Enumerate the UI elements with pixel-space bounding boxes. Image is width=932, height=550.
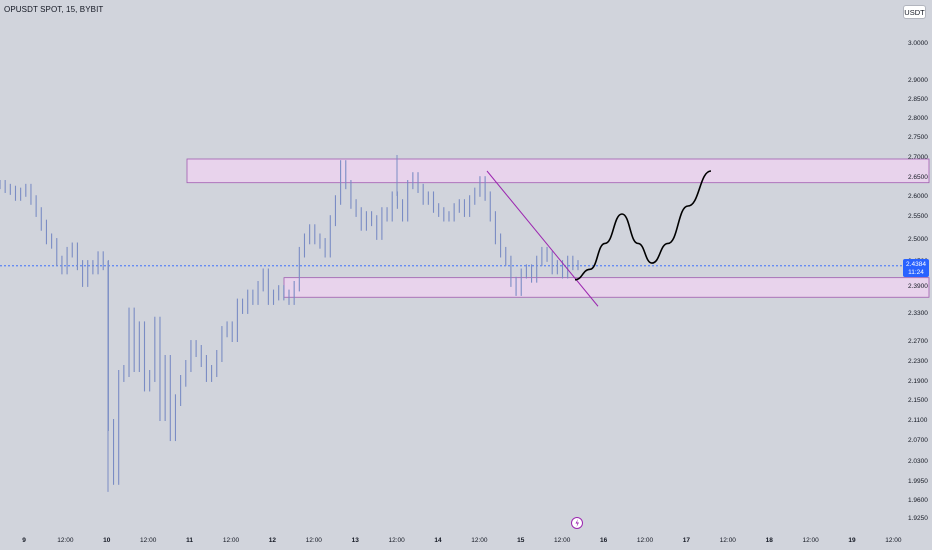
time-tick-label: 12:00 (140, 537, 157, 544)
price-tick-label: 2.2300 (908, 358, 928, 365)
price-tick-label: 2.9000 (908, 77, 928, 84)
current-price-tag: 2.4384 11:24 (903, 259, 929, 277)
price-tick-label: 2.8500 (908, 96, 928, 103)
time-tick-label: 13 (352, 537, 360, 544)
time-tick-label: 12:00 (720, 537, 737, 544)
resistance-zone[interactable] (186, 158, 930, 184)
time-tick-label: 16 (600, 537, 608, 544)
price-tick-label: 2.3900 (908, 283, 928, 290)
time-tick-label: 12:00 (802, 537, 819, 544)
time-tick-label: 12:00 (885, 537, 902, 544)
price-tick-label: 2.3300 (908, 310, 928, 317)
time-tick-label: 12 (269, 537, 277, 544)
countdown-label: 11:24 (908, 269, 924, 276)
price-tick-label: 1.9950 (908, 478, 928, 485)
time-tick-label: 12:00 (637, 537, 654, 544)
current-price-label: 2.4384 (906, 261, 926, 268)
price-tick-label: 2.0300 (908, 458, 928, 465)
time-tick-label: 10 (103, 537, 111, 544)
flash-icon[interactable] (571, 517, 583, 529)
price-tick-label: 2.7500 (908, 134, 928, 141)
symbol-title: OPUSDT SPOT, 15, BYBIT (4, 5, 104, 14)
price-tick-label: 3.0000 (908, 40, 928, 47)
time-tick-label: 18 (766, 537, 774, 544)
time-tick-label: 12:00 (554, 537, 571, 544)
time-axis[interactable]: 9 12:00 10 12:00 11 12:00 12 12:00 13 12:00 14 12:0… (22, 537, 902, 544)
price-tick-label: 2.6500 (908, 174, 928, 181)
time-tick-label: 17 (683, 537, 691, 544)
time-tick-label: 14 (434, 537, 442, 544)
time-tick-label: 12:00 (388, 537, 405, 544)
time-tick-label: 12:00 (306, 537, 323, 544)
price-tick-label: 2.1500 (908, 397, 928, 404)
time-tick-label: 12:00 (471, 537, 488, 544)
price-tick-label: 2.6000 (908, 193, 928, 200)
currency-button[interactable]: USDT (903, 5, 926, 19)
time-tick-label: 9 (22, 537, 26, 544)
price-tick-label: 2.5000 (908, 236, 928, 243)
price-tick-label: 2.2700 (908, 338, 928, 345)
price-tick-label: 1.9250 (908, 515, 928, 522)
price-series (0, 155, 579, 492)
time-tick-label: 15 (517, 537, 525, 544)
price-tick-label: 2.1900 (908, 378, 928, 385)
time-tick-label: 19 (848, 537, 856, 544)
price-tick-label: 2.1100 (908, 417, 928, 424)
price-tick-label: 2.5500 (908, 213, 928, 220)
time-tick-label: 11 (186, 537, 193, 544)
price-tick-label: 2.0700 (908, 437, 928, 444)
price-tick-label: 1.9600 (908, 497, 928, 504)
price-tick-label: 2.8000 (908, 115, 928, 122)
support-zone[interactable] (283, 277, 930, 298)
price-tick-label: 2.7000 (908, 154, 928, 161)
projection-path[interactable] (574, 170, 712, 281)
time-tick-label: 12:00 (223, 537, 240, 544)
time-tick-label: 12:00 (57, 537, 74, 544)
descending-trendline[interactable] (486, 170, 599, 307)
